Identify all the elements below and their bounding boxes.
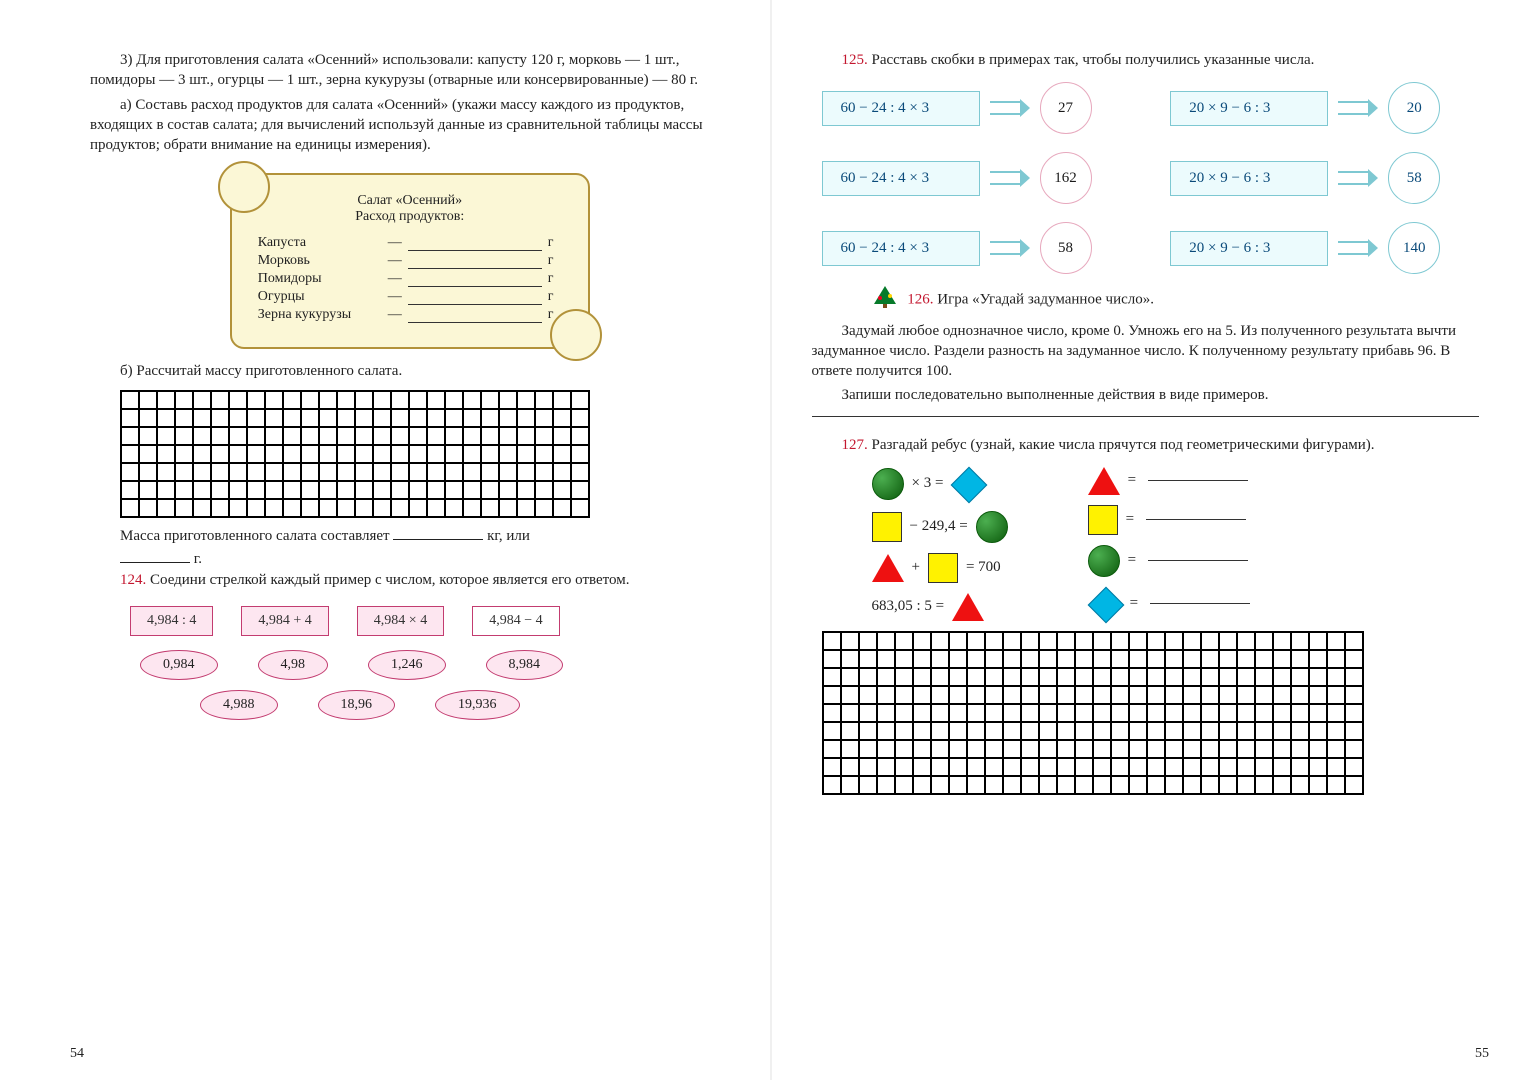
task-number: 125. <box>842 52 868 68</box>
expression-box: 4,984 + 4 <box>241 606 328 636</box>
target-number: 58 <box>1388 152 1440 204</box>
expression-box: 60 − 24 : 4 × 3 <box>822 161 980 196</box>
task-number: 124. <box>120 572 146 588</box>
rebus-answer-row: = <box>1088 587 1250 621</box>
square-yellow-icon <box>1088 505 1118 535</box>
scroll-title: Салат «Осенний» Расход продуктов: <box>258 193 562 225</box>
mass-sentence: Масса приготовленного салата составляет … <box>90 528 730 545</box>
page-number: 55 <box>1475 1046 1489 1062</box>
scroll-curl-icon <box>218 161 270 213</box>
answer-oval: 4,98 <box>258 650 329 680</box>
tree-icon <box>842 284 898 316</box>
answer-oval: 18,96 <box>318 690 396 720</box>
expression-box: 4,984 : 4 <box>130 606 213 636</box>
mass-sentence-tail: г. <box>120 551 730 568</box>
answer-oval: 8,984 <box>486 650 564 680</box>
rebus-answer-row: = <box>1088 505 1250 535</box>
answer-oval: 4,988 <box>200 690 278 720</box>
rebus-answers: = = = = <box>1088 467 1250 621</box>
arrow-icon <box>990 169 1030 187</box>
page-left: 3) Для приготовления салата «Осенний» ис… <box>0 0 770 1080</box>
rebus-equations: × 3 = − 249,4 = + = 700 683,05 : 5 = <box>872 467 1008 621</box>
circle-green-icon <box>976 511 1008 543</box>
ingredient-row: Огурцы—г <box>258 289 562 305</box>
rebus-answer-row: = <box>1088 467 1250 495</box>
target-number: 20 <box>1388 82 1440 134</box>
ex124-ovals-row1: 0,984 4,98 1,246 8,984 <box>140 650 730 680</box>
bracket-item: 60 − 24 : 4 × 3 58 <box>822 222 1131 274</box>
scroll-curl-icon <box>550 309 602 361</box>
ingredient-row: Морковь—г <box>258 253 562 269</box>
bracket-item: 60 − 24 : 4 × 3 27 <box>822 82 1131 134</box>
target-number: 140 <box>1388 222 1440 274</box>
square-yellow-icon <box>872 512 902 542</box>
circle-green-icon <box>872 468 904 500</box>
diamond-cyan-icon <box>1088 587 1122 621</box>
triangle-red-icon <box>872 554 904 582</box>
ex126-body: Задумай любое однозначное число, кроме 0… <box>812 321 1480 382</box>
answer-oval: 19,936 <box>435 690 520 720</box>
task-number: 127. <box>842 437 868 453</box>
square-yellow-icon <box>928 553 958 583</box>
scroll-recipe: Салат «Осенний» Расход продуктов: Капуст… <box>230 173 590 349</box>
ex124-text: 124. Соедини стрелкой каждый пример с чи… <box>90 570 730 590</box>
expression-box: 20 × 9 − 6 : 3 <box>1170 161 1328 196</box>
bracket-item: 20 × 9 − 6 : 3 140 <box>1170 222 1479 274</box>
target-number: 58 <box>1040 222 1092 274</box>
rebus-block: × 3 = − 249,4 = + = 700 683,05 : 5 = = = … <box>872 467 1480 621</box>
ingredient-row: Зерна кукурузы—г <box>258 307 562 323</box>
task3-intro: 3) Для приготовления салата «Осенний» ис… <box>90 50 730 91</box>
rebus-equation: + = 700 <box>872 553 1008 583</box>
task3b: б) Рассчитай массу приготовленного салат… <box>90 361 730 381</box>
answer-oval: 1,246 <box>368 650 446 680</box>
ex125-grid: 60 − 24 : 4 × 3 27 20 × 9 − 6 : 3 20 60 − 24… <box>822 82 1480 274</box>
expression-box: 4,984 − 4 <box>472 606 559 636</box>
task-number: 126. <box>907 292 933 308</box>
arrow-icon <box>990 239 1030 257</box>
calc-grid-1 <box>120 390 590 518</box>
book-spread: 3) Для приготовления салата «Осенний» ис… <box>0 0 1539 1080</box>
triangle-red-icon <box>1088 467 1120 495</box>
rebus-answer-row: = <box>1088 545 1250 577</box>
ingredient-row: Помидоры—г <box>258 271 562 287</box>
arrow-icon <box>1338 169 1378 187</box>
triangle-red-icon <box>952 593 984 621</box>
expression-box: 60 − 24 : 4 × 3 <box>822 231 980 266</box>
calc-grid-2 <box>822 631 1364 795</box>
task3a: а) Составь расход продуктов для салата «… <box>90 95 730 156</box>
rebus-equation: 683,05 : 5 = <box>872 593 1008 621</box>
bracket-item: 20 × 9 − 6 : 3 58 <box>1170 152 1479 204</box>
rebus-equation: × 3 = <box>872 467 1008 501</box>
expression-box: 60 − 24 : 4 × 3 <box>822 91 980 126</box>
arrow-icon <box>1338 99 1378 117</box>
target-number: 162 <box>1040 152 1092 204</box>
expression-box: 20 × 9 − 6 : 3 <box>1170 231 1328 266</box>
bracket-item: 20 × 9 − 6 : 3 20 <box>1170 82 1479 134</box>
page-number: 54 <box>70 1046 84 1062</box>
bracket-item: 60 − 24 : 4 × 3 162 <box>822 152 1131 204</box>
arrow-icon <box>990 99 1030 117</box>
expression-box: 20 × 9 − 6 : 3 <box>1170 91 1328 126</box>
ex124-ovals-row2: 4,988 18,96 19,936 <box>200 690 730 720</box>
ex126-tail: Запиши последовательно выполненные дейст… <box>812 385 1480 405</box>
ex125-text: 125. Расставь скобки в примерах так, что… <box>812 50 1480 70</box>
answer-line <box>812 416 1480 417</box>
page-right: 125. Расставь скобки в примерах так, что… <box>770 0 1539 1080</box>
arrow-icon <box>1338 239 1378 257</box>
ex126-heading: 126. Игра «Угадай задуманное число». <box>812 284 1480 316</box>
target-number: 27 <box>1040 82 1092 134</box>
expression-box: 4,984 × 4 <box>357 606 444 636</box>
diamond-cyan-icon <box>951 467 985 501</box>
ex124-boxes-row: 4,984 : 4 4,984 + 4 4,984 × 4 4,984 − 4 <box>130 606 730 636</box>
answer-oval: 0,984 <box>140 650 218 680</box>
ex127-text: 127. Разгадай ребус (узнай, какие числа … <box>812 435 1480 455</box>
rebus-equation: − 249,4 = <box>872 511 1008 543</box>
circle-green-icon <box>1088 545 1120 577</box>
ingredient-row: Капуста—г <box>258 235 562 251</box>
